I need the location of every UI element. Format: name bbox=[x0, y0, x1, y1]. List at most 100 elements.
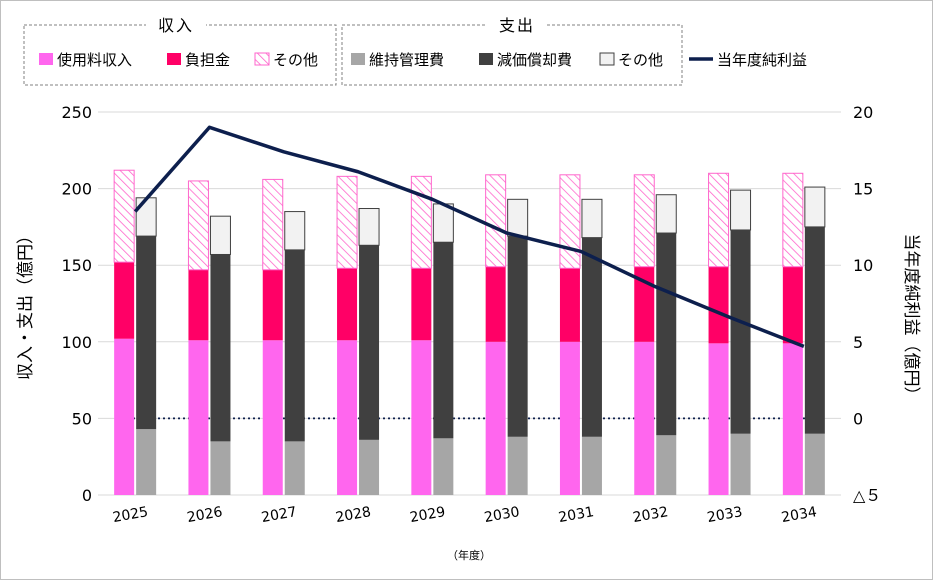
legend-swatch bbox=[479, 53, 493, 65]
legend-label: 負担金 bbox=[185, 51, 230, 69]
y-right-tick-label: 10 bbox=[853, 256, 873, 275]
y-left-tick-label: 250 bbox=[61, 103, 92, 122]
expense-bar-segment bbox=[136, 429, 157, 495]
legend-label: 維持管理費 bbox=[369, 51, 444, 69]
income-bar-segment bbox=[114, 262, 135, 339]
x-tick-label: 2034 bbox=[780, 504, 818, 526]
expense-bar-segment bbox=[581, 198, 603, 239]
expense-bar-segment bbox=[135, 197, 157, 237]
expense-bar-segment bbox=[655, 194, 677, 234]
y-left-tick-label: 150 bbox=[61, 256, 92, 275]
income-bar-segment bbox=[411, 340, 432, 495]
income-bar-segment bbox=[634, 341, 655, 495]
y-right-axis-title: 当年度純利益（億円） bbox=[901, 234, 921, 404]
expense-bar-segment bbox=[804, 433, 825, 495]
legend-swatch bbox=[351, 53, 365, 65]
expense-bar-segment bbox=[730, 189, 752, 231]
x-tick-label: 2029 bbox=[409, 504, 447, 526]
x-tick-label: 2026 bbox=[186, 504, 224, 526]
income-bar-segment bbox=[262, 269, 283, 341]
expense-bar-segment bbox=[210, 254, 231, 442]
expense-bar-segment bbox=[581, 237, 602, 437]
x-tick-label: 2030 bbox=[483, 504, 521, 526]
income-bar-segment bbox=[708, 266, 729, 344]
y-right-tick-label: 20 bbox=[853, 103, 873, 122]
x-axis-title: （年度） bbox=[447, 548, 491, 562]
grid bbox=[98, 111, 841, 496]
x-tick-label: 2031 bbox=[557, 504, 595, 526]
expense-bar-segment bbox=[507, 198, 529, 237]
expense-bar-segment bbox=[656, 233, 677, 436]
y-right-tick-label: 0 bbox=[853, 409, 863, 428]
income-bar-segment bbox=[708, 343, 729, 495]
income-bar-segment bbox=[113, 169, 135, 263]
y-left-tick-label: 50 bbox=[72, 409, 92, 428]
expense-bar-segment bbox=[209, 215, 231, 255]
income-bar-segment bbox=[188, 269, 209, 341]
y-left-tick-label: 0 bbox=[82, 486, 92, 505]
expense-bar-segment bbox=[804, 186, 826, 228]
income-bar-segment bbox=[708, 172, 730, 268]
expense-bar-segment bbox=[581, 436, 602, 495]
expense-bar-segment bbox=[433, 242, 454, 439]
legend-swatch bbox=[167, 53, 181, 65]
net-profit-polyline bbox=[133, 125, 805, 349]
y-left-axis-title: 収入・支出（億円） bbox=[16, 227, 36, 380]
y-right-tick-label: 15 bbox=[853, 180, 873, 199]
expense-bar-segment bbox=[507, 436, 528, 495]
income-bar-segment bbox=[262, 340, 283, 495]
expense-bar-segment bbox=[284, 211, 306, 251]
income-bar-segment bbox=[782, 266, 803, 344]
income-bar-segment bbox=[485, 341, 506, 495]
legend-label: その他 bbox=[618, 51, 663, 69]
expense-bar-segment bbox=[359, 245, 380, 440]
y-left-tick-label: 100 bbox=[61, 333, 92, 352]
y-right-tick-label: △５ bbox=[853, 486, 881, 505]
expense-bar-segment bbox=[730, 433, 751, 495]
legend-group-expense-title: 支出 bbox=[499, 16, 535, 35]
expense-bar-segment bbox=[358, 208, 380, 246]
income-bar-segment bbox=[188, 340, 209, 495]
legend-swatch bbox=[254, 52, 270, 66]
income-bar-segment bbox=[633, 174, 655, 268]
expense-bar-segment bbox=[433, 438, 454, 495]
bars bbox=[113, 169, 826, 495]
y-left-tick-label: 200 bbox=[61, 180, 92, 199]
x-tick-label: 2025 bbox=[112, 504, 150, 526]
expense-bar-segment bbox=[210, 441, 231, 495]
legend-title-mask bbox=[487, 15, 547, 35]
expense-bar-segment bbox=[656, 435, 677, 495]
expense-bar-segment bbox=[730, 229, 751, 434]
expense-bar-segment bbox=[804, 226, 825, 434]
expense-bar-segment bbox=[507, 236, 528, 437]
income-bar-segment bbox=[559, 341, 580, 495]
x-tick-label: 2028 bbox=[334, 504, 372, 526]
income-bar-segment bbox=[114, 338, 135, 495]
expense-bar-segment bbox=[359, 439, 380, 495]
x-tick-label: 2027 bbox=[260, 504, 298, 526]
income-bar-segment bbox=[337, 340, 358, 495]
income-bar-segment bbox=[559, 174, 581, 269]
x-tick-label: 2032 bbox=[632, 504, 670, 526]
legend-swatch bbox=[599, 52, 615, 66]
legend-swatch bbox=[39, 53, 53, 65]
y-right-tick-label: 5 bbox=[853, 333, 863, 352]
net-profit-line bbox=[133, 125, 805, 349]
expense-bar-segment bbox=[136, 236, 157, 430]
legend-label: その他 bbox=[273, 51, 318, 69]
expense-bar-segment bbox=[432, 203, 454, 243]
income-bar-segment bbox=[411, 268, 432, 341]
income-bar-segment bbox=[782, 172, 804, 268]
legend-label: 使用料収入 bbox=[57, 51, 132, 69]
income-bar-segment bbox=[410, 175, 432, 269]
income-bar-segment bbox=[485, 174, 507, 268]
legend-label: 減価償却費 bbox=[497, 51, 572, 69]
legend-title-mask bbox=[146, 15, 206, 35]
income-bar-segment bbox=[485, 266, 506, 342]
x-tick-label: 2033 bbox=[706, 504, 744, 526]
legend-group-income-title: 収入 bbox=[158, 16, 194, 35]
axes: 0 50 100 150 200 250 △５ 0 5 10 15 20 2025 2026 2027 202… bbox=[16, 103, 921, 562]
